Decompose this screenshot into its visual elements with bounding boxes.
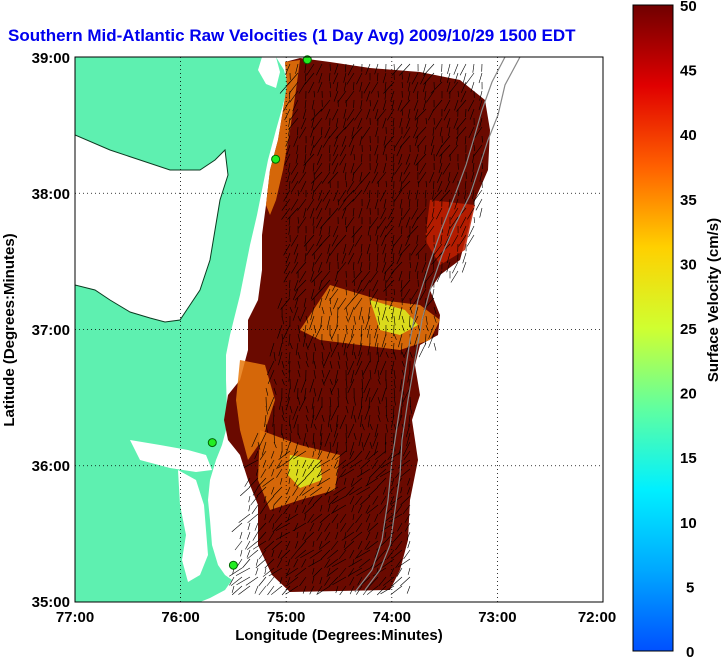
colorbar-tick-label: 50	[680, 0, 697, 15]
colorbar	[633, 5, 673, 651]
x-tick-labels: 77:00 76:00 75:00 74:00 73:00 72:00	[56, 609, 616, 626]
x-tick-label: 72:00	[578, 609, 616, 626]
colorbar-label: Surface Velocity (cm/s)	[705, 218, 722, 382]
colorbar-tick-label: 45	[680, 63, 697, 80]
colorbar-tick-label: 0	[686, 644, 694, 659]
colorbar-tick-label: 5	[686, 579, 694, 596]
x-tick-label: 75:00	[267, 609, 305, 626]
colorbar-tick-label: 35	[680, 192, 697, 209]
station-marker	[208, 439, 216, 447]
y-tick-label: 36:00	[32, 458, 70, 475]
y-tick-label: 37:00	[32, 322, 70, 339]
colorbar-tick-label: 15	[680, 450, 697, 467]
x-axis-label: Longitude (Degrees:Minutes)	[235, 627, 443, 644]
y-tick-label: 35:00	[32, 594, 70, 611]
y-tick-labels: 39:00 38:00 37:00 36:00 35:00	[32, 50, 70, 611]
colorbar-tick-label: 10	[680, 515, 697, 532]
colorbar-ticks: 50 45 40 35 30 25 20 15 10 5 0	[680, 0, 697, 659]
x-tick-label: 73:00	[478, 609, 516, 626]
station-marker	[229, 561, 237, 569]
map-title: Southern Mid-Atlantic Raw Velocities (1 …	[8, 26, 576, 45]
x-tick-label: 74:00	[373, 609, 411, 626]
y-tick-label: 39:00	[32, 50, 70, 67]
station-marker	[272, 155, 280, 163]
colorbar-tick-label: 20	[680, 386, 697, 403]
x-tick-label: 76:00	[161, 609, 199, 626]
y-axis-label: Latitude (Degrees:Minutes)	[1, 233, 18, 426]
y-tick-label: 38:00	[32, 186, 70, 203]
colorbar-tick-label: 30	[680, 256, 697, 273]
colorbar-tick-label: 25	[680, 321, 697, 338]
colorbar-tick-label: 40	[680, 127, 697, 144]
x-tick-label: 77:00	[56, 609, 94, 626]
